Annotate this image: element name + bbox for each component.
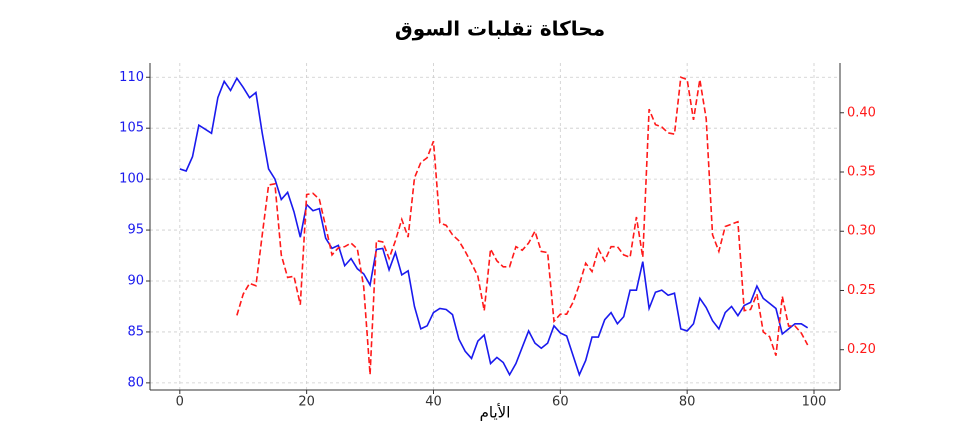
y-tick-label: 80 [127,375,144,390]
series-line [236,76,809,375]
x-axis-label: الأيام [480,403,511,422]
y-tick-label: 85 [127,324,144,339]
y2-tick-label: 0.40 [847,105,876,120]
x-tick-label: 20 [298,395,315,410]
y-tick-label: 110 [119,70,144,85]
y2-tick-label: 0.25 [847,283,876,298]
x-tick-label: 40 [425,395,442,410]
y2-tick-label: 0.35 [847,165,876,180]
x-tick-label: 0 [176,395,184,410]
y-tick-label: 90 [127,274,144,289]
y2-tick-label: 0.20 [847,342,876,357]
series-line [179,76,809,377]
y2-tick-label: 0.30 [847,224,876,239]
y-tick-label: 95 [127,223,144,238]
y-tick-label: 105 [119,121,144,136]
x-tick-label: 80 [679,395,696,410]
x-tick-label: 100 [802,395,827,410]
x-tick-label: 60 [552,395,569,410]
y-tick-label: 100 [119,172,144,187]
chart-title: محاكاة تقلبات السوق [395,17,605,41]
